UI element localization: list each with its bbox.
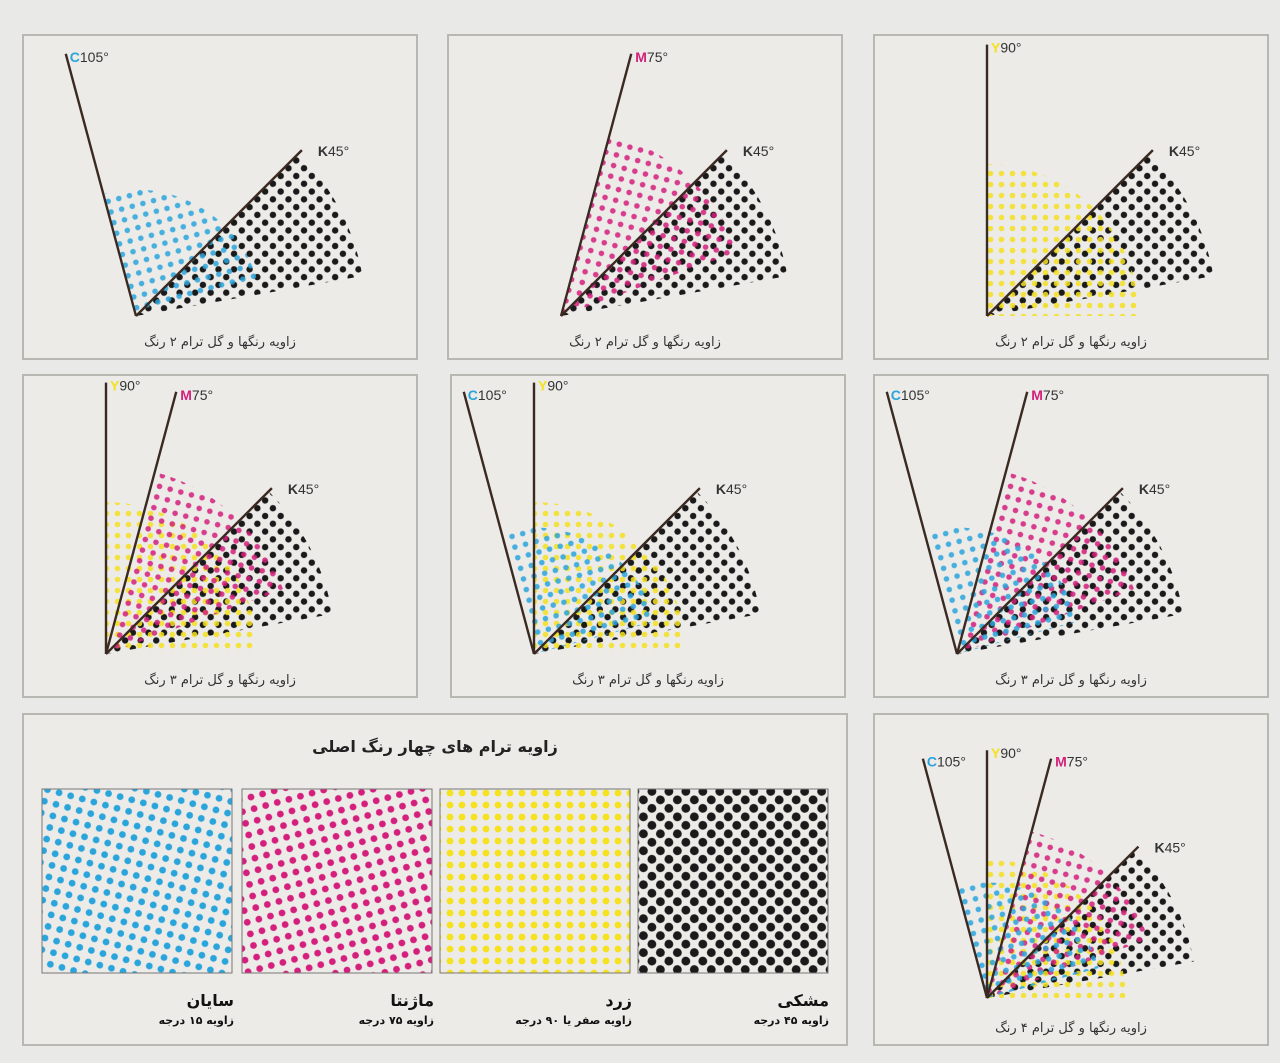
cyan-angle-label: C105°	[891, 387, 930, 403]
screen-angle-diagram: C105° M75° K45°	[885, 387, 1184, 655]
black-screen-swatch	[637, 788, 829, 974]
panel-yellow-black: Y90° K45° زاویه رنگها و گل ترام ۲ رنگ	[873, 34, 1269, 360]
black-angle-line	[533, 487, 701, 655]
swatch-name: مشکی	[777, 991, 829, 1010]
cyan-angle-label: C105°	[70, 49, 109, 65]
black-angle-label: K45°	[318, 143, 349, 159]
magenta-screen-swatch	[241, 788, 433, 974]
cyan-angle-line	[64, 53, 138, 317]
yellow-angle-label: Y90°	[538, 378, 569, 394]
magenta-angle-label: M75°	[1031, 387, 1064, 403]
screen-angle-diagram: C105° Y90° M75° K45°	[921, 745, 1194, 999]
cyan-dot-sector	[924, 527, 1080, 654]
yellow-screen-swatch	[439, 788, 631, 974]
yellow-angle-label: Y90°	[991, 40, 1022, 56]
magenta-angle-line	[985, 758, 1053, 999]
cyan-angle-line	[462, 391, 536, 655]
magenta-angle-line	[104, 391, 178, 655]
cyan-angle-line	[885, 391, 959, 655]
screen-angle-diagram: Y90° M75° K45°	[104, 378, 333, 655]
swatch-label-yellow: زرد زاویه صفر یا ۹۰ درجه	[442, 991, 632, 1027]
black-angle-line	[986, 845, 1140, 999]
yellow-angle-label: Y90°	[991, 745, 1022, 761]
black-angle-line	[135, 149, 303, 317]
magenta-angle-label: M75°	[1055, 754, 1088, 770]
swatch-angle: زاویه ۷۵ درجه	[358, 1014, 434, 1027]
screen-angle-swatches-panel: زاویه ترام های چهار رنگ اصلی سایان زاویه…	[22, 713, 848, 1046]
cyan-angle-line	[921, 758, 989, 999]
panel-cyan-black: C105° K45° زاویه رنگها و گل ترام ۲ رنگ	[22, 34, 418, 360]
panel-caption: زاویه رنگها و گل ترام ۲ رنگ	[144, 335, 296, 350]
screen-angle-diagram: M75° K45°	[559, 49, 788, 317]
swatch-name: زرد	[605, 991, 632, 1010]
swatches-title: زاویه ترام های چهار رنگ اصلی	[312, 737, 558, 756]
swatch-label-black: مشکی زاویه ۴۵ درجه	[639, 991, 829, 1027]
black-angle-label: K45°	[1139, 481, 1170, 497]
panel-caption: زاویه رنگها و گل ترام ۳ رنگ	[995, 673, 1147, 688]
swatch-angle: زاویه ۴۵ درجه	[753, 1014, 829, 1027]
yellow-angle-label: Y90°	[110, 378, 141, 394]
screen-angle-diagram: C105° Y90° K45°	[462, 378, 761, 655]
cyan-angle-label: C105°	[468, 387, 507, 403]
panel-caption: زاویه رنگها و گل ترام ۲ رنگ	[569, 335, 721, 350]
cyan-dot-sector	[103, 189, 259, 316]
black-angle-label: K45°	[1154, 840, 1185, 856]
panel-caption: زاویه رنگها و گل ترام ۴ رنگ	[995, 1021, 1147, 1036]
cyan-dot-sector	[501, 527, 657, 654]
magenta-angle-label: M75°	[635, 49, 668, 65]
magenta-angle-line	[559, 53, 633, 317]
swatch-patterns	[41, 788, 829, 974]
black-angle-line	[986, 149, 1154, 317]
black-angle-label: K45°	[288, 481, 319, 497]
cyan-angle-label: C105°	[927, 754, 966, 770]
black-angle-label: K45°	[743, 143, 774, 159]
panel-caption: زاویه رنگها و گل ترام ۳ رنگ	[144, 673, 296, 688]
swatch-label-magenta: ماژنتا زاویه ۷۵ درجه	[244, 991, 434, 1027]
swatch-name: ماژنتا	[390, 991, 434, 1010]
black-angle-line	[956, 487, 1124, 655]
swatch-angle: زاویه ۱۵ درجه	[158, 1014, 234, 1027]
panel-cyan-magenta-black: C105° M75° K45° زاویه رنگها و گل ترام ۳ رن…	[873, 374, 1269, 698]
black-angle-line	[105, 487, 273, 655]
panel-magenta-black: M75° K45° زاویه رنگها و گل ترام ۲ رنگ	[447, 34, 843, 360]
black-angle-label: K45°	[1169, 143, 1200, 159]
swatch-label-cyan: سایان زاویه ۱۵ درجه	[44, 991, 234, 1027]
magenta-angle-label: M75°	[180, 387, 213, 403]
panel-cyan-yellow-black: C105° Y90° K45° زاویه رنگها و گل ترام ۳ رن…	[450, 374, 846, 698]
panel-caption: زاویه رنگها و گل ترام ۳ رنگ	[572, 673, 724, 688]
black-angle-label: K45°	[716, 481, 747, 497]
swatch-name: سایان	[186, 991, 234, 1010]
screen-angle-diagram: C105° K45°	[64, 49, 363, 317]
screen-angle-diagram: Y90° K45°	[985, 40, 1214, 317]
black-angle-line	[560, 149, 728, 317]
panel-yellow-magenta-black: Y90° M75° K45° زاویه رنگها و گل ترام ۳ رنگ	[22, 374, 418, 698]
panel-caption: زاویه رنگها و گل ترام ۲ رنگ	[995, 335, 1147, 350]
magenta-angle-line	[955, 391, 1029, 655]
panel-four-color: C105° Y90° M75° K45° زاویه رنگها و گل ترام …	[873, 713, 1269, 1046]
cyan-dot-sector	[957, 882, 1099, 998]
cyan-screen-swatch	[41, 788, 233, 974]
swatch-angle: زاویه صفر یا ۹۰ درجه	[515, 1014, 632, 1027]
